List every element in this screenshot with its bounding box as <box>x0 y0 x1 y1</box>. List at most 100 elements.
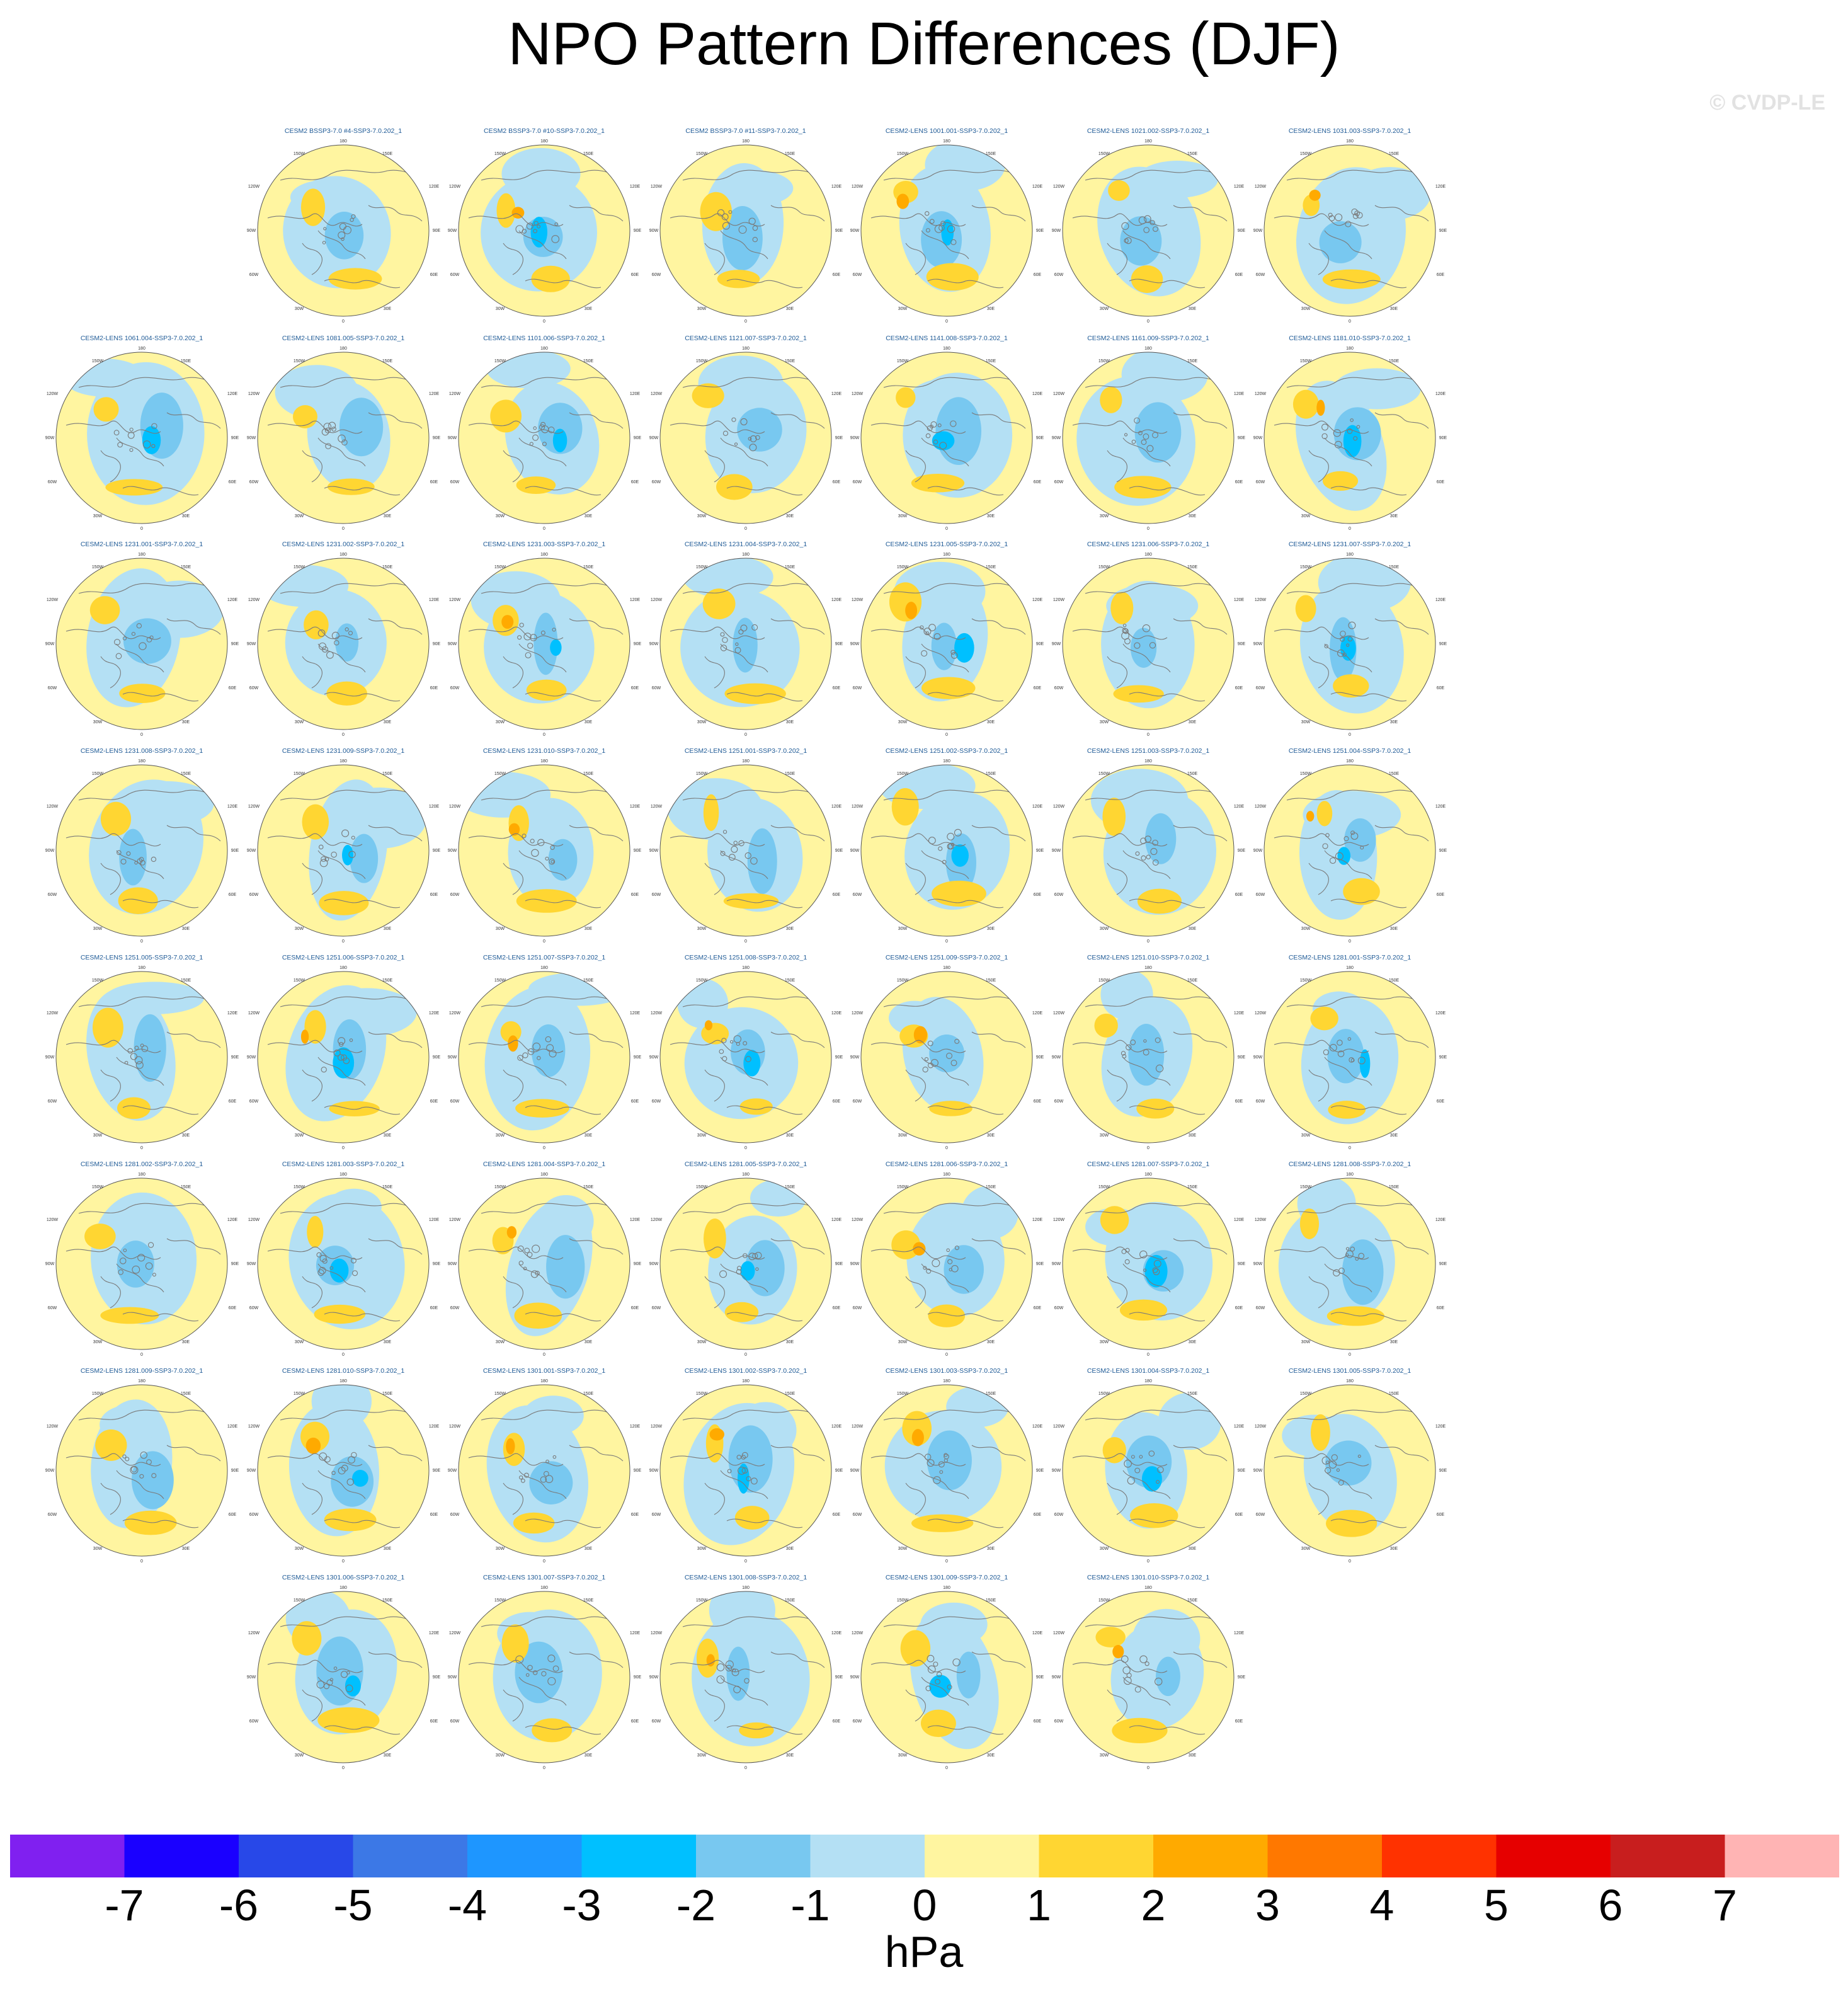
lon-label: 120E <box>831 1424 842 1429</box>
panel-title: CESM2-LENS 1301.010-SSP3-7.0.202_1 <box>1087 1574 1210 1581</box>
colorbar-swatch <box>696 1835 811 1877</box>
panel-title: CESM2-LENS 1251.001-SSP3-7.0.202_1 <box>684 747 807 755</box>
lon-label: 120W <box>852 392 864 396</box>
lon-label: 120W <box>449 1424 461 1429</box>
lon-label: 120E <box>1234 185 1245 189</box>
lon-label: 60E <box>1437 1306 1445 1310</box>
lon-label: 120W <box>651 1011 663 1016</box>
lon-label: 90W <box>247 642 256 646</box>
lon-label: 150W <box>92 772 104 776</box>
lon-label: 90W <box>247 1055 256 1060</box>
lon-label: 180 <box>138 966 145 970</box>
lon-label: 0 <box>140 939 143 944</box>
lon-label: 90W <box>1052 849 1061 853</box>
lon-label: 60E <box>833 1099 841 1104</box>
coastlines <box>468 996 630 1115</box>
positive-anomaly <box>84 1223 116 1249</box>
coastlines <box>66 377 227 496</box>
lon-label: 30W <box>295 1547 304 1551</box>
lon-label: 60W <box>652 1306 661 1310</box>
positive-anomaly <box>532 1718 573 1743</box>
coastlines <box>267 996 429 1115</box>
lon-label: 30W <box>1301 720 1311 725</box>
polar-map: 180 150W 150E 120W 120E 90W 90E 60W 60E 30W 30E 0 <box>1052 139 1246 324</box>
positive-anomaly <box>1309 190 1321 201</box>
lon-label: 0 <box>342 319 345 324</box>
lon-label: 120E <box>1032 185 1043 189</box>
lon-label: 90E <box>1238 1675 1246 1680</box>
lon-label: 120E <box>1032 1631 1043 1636</box>
positive-anomaly <box>724 683 786 704</box>
lon-label: 180 <box>540 1379 548 1384</box>
polar-map: 180 150W 150E 120W 120E 90W 90E 60W 60E 30W 30E 0 <box>850 1379 1044 1564</box>
map-border <box>1062 1384 1235 1557</box>
negative-anomaly <box>740 1261 755 1281</box>
map-panel: CESM2-LENS 1231.009-SSP3-7.0.202_1 180 150… <box>242 747 444 949</box>
negative-anomaly <box>538 403 583 454</box>
lon-label: 180 <box>339 966 347 970</box>
map-border <box>257 764 430 937</box>
positive-anomaly <box>531 265 570 292</box>
lon-label: 120W <box>1053 392 1065 396</box>
lon-label: 120W <box>449 1218 461 1222</box>
lon-label: 0 <box>744 1766 747 1770</box>
negative-anomaly <box>1349 167 1431 221</box>
lon-label: 180 <box>540 139 548 144</box>
map-border <box>55 352 228 524</box>
lon-label: 60W <box>1054 1719 1064 1724</box>
map-panel: CESM2-LENS 1301.009-SSP3-7.0.202_1 180 150… <box>846 1574 1047 1775</box>
lon-label: 150E <box>785 359 796 364</box>
lon-label: 90W <box>850 229 860 233</box>
lon-label: 120W <box>47 805 59 809</box>
lon-label: 0 <box>543 733 545 737</box>
lon-label: 60W <box>652 893 661 897</box>
map-panel: CESM2-LENS 1231.003-SSP3-7.0.202_1 180 150… <box>443 541 645 742</box>
lon-label: 120E <box>630 805 641 809</box>
lon-label: 120E <box>1435 1011 1446 1016</box>
negative-anomaly <box>1134 402 1182 463</box>
lon-label: 0 <box>543 1146 545 1150</box>
lon-label: 120E <box>1234 392 1245 396</box>
lon-label: 120W <box>1053 185 1065 189</box>
panel-title: CESM2-LENS 1301.004-SSP3-7.0.202_1 <box>1087 1367 1210 1375</box>
polar-map: 180 150W 150E 120W 120E 90W 90E 60W 60E 30W 30E 0 <box>45 347 239 531</box>
colorbar-tick-label: 4 <box>1369 1881 1395 1930</box>
map-border <box>458 352 630 524</box>
lon-label: 120E <box>429 392 440 396</box>
lon-label: 30W <box>93 927 103 931</box>
panel-title: CESM2-LENS 1001.001-SSP3-7.0.202_1 <box>885 127 1008 135</box>
lon-label: 30E <box>987 514 995 519</box>
negative-anomaly <box>1343 425 1362 457</box>
lon-label: 150E <box>1187 978 1198 983</box>
lon-label: 30E <box>1189 720 1197 725</box>
lon-label: 0 <box>140 1353 143 1357</box>
positive-anomaly <box>1094 1013 1118 1038</box>
map-panel: CESM2-LENS 1231.002-SSP3-7.0.202_1 180 150… <box>242 541 444 742</box>
lon-label: 60E <box>229 893 237 897</box>
lon-label: 90W <box>1253 642 1263 646</box>
lon-label: 180 <box>138 553 145 557</box>
lon-label: 150E <box>583 1392 594 1396</box>
negative-anomaly <box>529 1461 573 1504</box>
lon-label: 120W <box>651 1424 663 1429</box>
lon-label: 120E <box>429 1424 440 1429</box>
negative-anomaly <box>951 844 969 867</box>
map-border <box>659 1591 832 1763</box>
lon-label: 0 <box>342 1353 345 1357</box>
panel-title: CESM2-LENS 1231.004-SSP3-7.0.202_1 <box>684 541 807 548</box>
negative-anomaly <box>105 982 204 1014</box>
panel-title: CESM2 BSSP3-7.0 #10-SSP3-7.0.202_1 <box>483 127 605 135</box>
lon-label: 180 <box>1346 1172 1354 1177</box>
positive-anomaly <box>511 207 525 219</box>
lon-label: 60E <box>229 1513 237 1517</box>
lon-label: 30E <box>1390 927 1398 931</box>
lon-label: 150E <box>181 978 191 983</box>
lon-label: 0 <box>945 939 948 944</box>
panel-title: CESM2-LENS 1231.001-SSP3-7.0.202_1 <box>80 541 203 548</box>
lon-label: 60E <box>631 1513 639 1517</box>
colorbar-swatch <box>1611 1835 1725 1877</box>
positive-anomaly <box>709 1428 724 1441</box>
lon-label: 60E <box>631 686 639 690</box>
lon-label: 180 <box>742 347 750 351</box>
map-panel: CESM2-LENS 1281.008-SSP3-7.0.202_1 180 150… <box>1249 1160 1451 1362</box>
